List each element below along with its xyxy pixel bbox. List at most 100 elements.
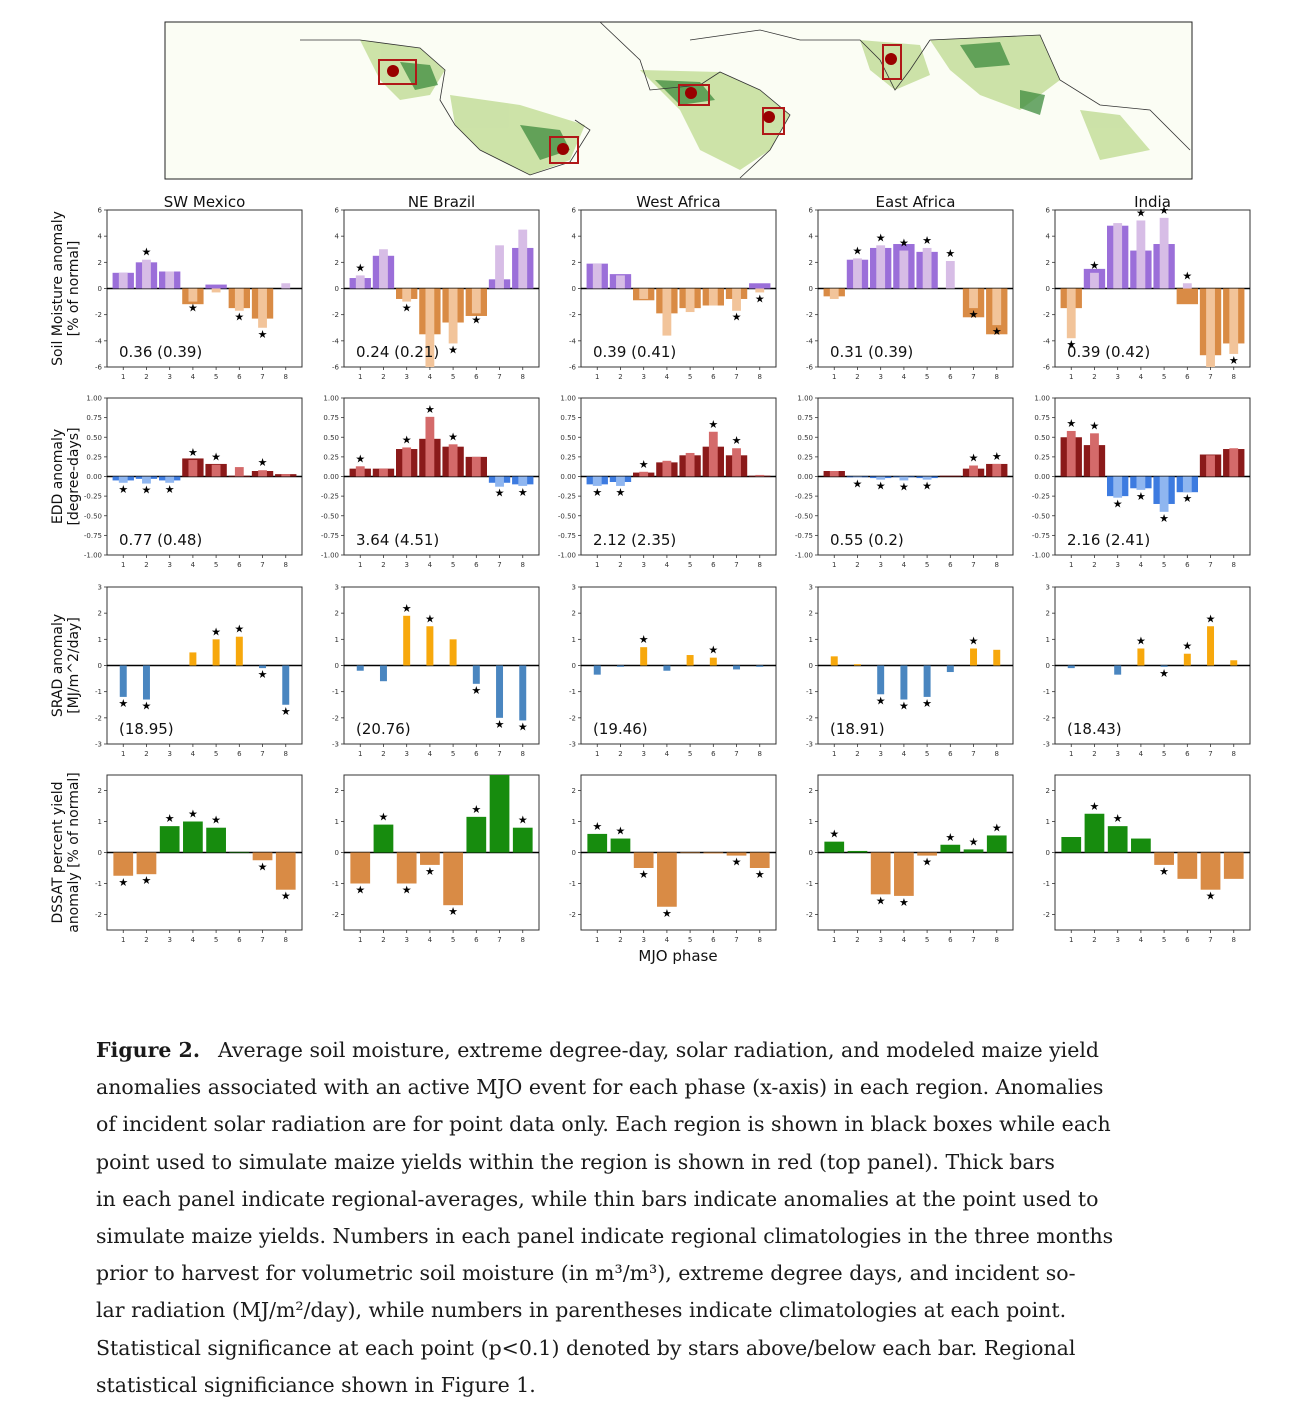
significance-star: ★ (922, 480, 932, 493)
x-tick-label: 4 (1139, 936, 1144, 944)
x-tick-label: 6 (948, 561, 953, 569)
x-tick-label: 2 (381, 750, 385, 758)
x-tick-label: 5 (214, 373, 218, 381)
significance-star: ★ (853, 244, 863, 257)
y-tick-label: -2 (1043, 911, 1050, 919)
significance-star: ★ (969, 634, 979, 647)
point-bar (876, 245, 886, 289)
point-bar (518, 229, 528, 289)
x-tick-label: 5 (451, 561, 455, 569)
point-bar (1090, 272, 1099, 289)
x-tick-label: 3 (641, 936, 645, 944)
caption-line: point used to simulate maize yields with… (96, 1149, 1055, 1174)
point-bar (662, 288, 672, 336)
point-bar (1206, 288, 1215, 367)
x-tick-label: 4 (428, 936, 433, 944)
y-tick-label: 0 (1046, 662, 1050, 670)
point-bar (969, 288, 978, 309)
y-tick-label: -1 (332, 688, 339, 696)
x-tick-label: 6 (711, 936, 716, 944)
point-bar (1136, 476, 1146, 490)
x-tick-label: 2 (1092, 936, 1096, 944)
climatology-label: (18.95) (119, 720, 174, 738)
srad-bar (1207, 626, 1215, 666)
significance-star: ★ (355, 884, 365, 897)
x-tick-label: 8 (995, 750, 999, 758)
region-title: SW Mexico (164, 193, 246, 211)
y-tick-label: 0.00 (323, 473, 339, 481)
x-tick-label: 2 (855, 936, 859, 944)
significance-star: ★ (1136, 206, 1146, 219)
x-tick-label: 1 (1069, 373, 1073, 381)
significance-star: ★ (495, 718, 505, 731)
significance-star: ★ (992, 450, 1002, 463)
significance-star: ★ (708, 644, 718, 657)
x-tick-label: 2 (1092, 561, 1096, 569)
y-tick-label: -1 (806, 688, 813, 696)
significance-star: ★ (402, 602, 412, 615)
x-tick-label: 1 (1069, 750, 1073, 758)
significance-star: ★ (234, 311, 244, 324)
y-tick-label: -0.75 (795, 532, 813, 540)
x-tick-label: 4 (1139, 750, 1144, 758)
y-tick-label: -2 (95, 311, 102, 319)
srad-bar (593, 665, 601, 675)
chart-panel: -6 -4 -2 0 2 4 6 1 2 3 4 5 6 7 8 ★ ★ ★ ★ 0.36 (0.39) (95, 207, 303, 381)
y-tick-label: 3 (335, 584, 339, 592)
point-bar (992, 288, 1002, 326)
y-tick-label: -6 (806, 364, 814, 372)
y-tick-label: -2 (806, 714, 813, 722)
significance-star: ★ (1090, 419, 1100, 432)
y-tick-label: 0 (1046, 285, 1050, 293)
significance-star: ★ (876, 480, 886, 493)
significance-star: ★ (899, 700, 909, 713)
significance-star: ★ (1159, 865, 1169, 878)
x-tick-label: 3 (404, 561, 408, 569)
yield-bar (657, 852, 677, 907)
significance-star: ★ (755, 868, 765, 881)
srad-bar (663, 665, 671, 671)
y-tick-label: 0.75 (560, 414, 576, 422)
y-tick-label: 0 (335, 662, 339, 670)
chart-panel: -1.00 -0.75 -0.50 -0.25 0.00 0.25 0.50 0.75 1.00… (795, 395, 1014, 569)
significance-star: ★ (211, 814, 221, 827)
point-bar (922, 247, 932, 289)
y-tick-label: 4 (1046, 233, 1051, 241)
significance-star: ★ (876, 231, 886, 244)
y-tick-label: 0.50 (86, 434, 102, 442)
chart-panel: -3 -2 -1 0 1 2 3 1 2 3 4 5 6 7 8 ★ ★ (19.46) (569, 584, 777, 758)
y-tick-label: -2 (95, 714, 102, 722)
point-bar (142, 476, 151, 484)
y-tick-label: -2 (332, 714, 339, 722)
chart-panel: -2 -1 0 1 2 1 2 3 4 5 6 7 8 ★ ★ ★ ★ ★ ★ ★ (332, 774, 540, 944)
x-tick-label: 2 (855, 750, 859, 758)
x-tick-label: 4 (428, 373, 433, 381)
significance-star: ★ (639, 868, 649, 881)
x-tick-label: 6 (474, 750, 479, 758)
x-tick-label: 2 (1092, 750, 1096, 758)
climatology-label: (18.91) (830, 720, 885, 738)
y-tick-label: -4 (95, 337, 103, 345)
x-tick-label: 2 (381, 561, 385, 569)
x-tick-label: 6 (237, 750, 242, 758)
significance-star: ★ (165, 812, 175, 825)
x-tick-label: 6 (237, 561, 242, 569)
significance-star: ★ (402, 433, 412, 446)
figure-caption: Figure 2. Average soil moisture, extreme … (96, 1032, 1156, 1404)
y-tick-label: 1 (809, 636, 813, 644)
x-tick-label: 8 (758, 373, 762, 381)
yield-bar (1200, 852, 1221, 890)
y-tick-label: -1 (1043, 880, 1050, 888)
y-tick-label: -3 (1043, 741, 1050, 749)
x-tick-label: 2 (618, 561, 622, 569)
x-tick-label: 7 (260, 936, 264, 944)
srad-bar (877, 665, 885, 695)
y-tick-label: 1 (572, 818, 576, 826)
y-tick-label: -6 (95, 364, 103, 372)
y-tick-label: 0.00 (560, 473, 576, 481)
y-tick-label: 0 (809, 849, 813, 857)
x-tick-label: 1 (832, 936, 836, 944)
significance-star: ★ (188, 808, 198, 821)
x-tick-label: 3 (878, 373, 882, 381)
x-tick-label: 5 (451, 750, 455, 758)
